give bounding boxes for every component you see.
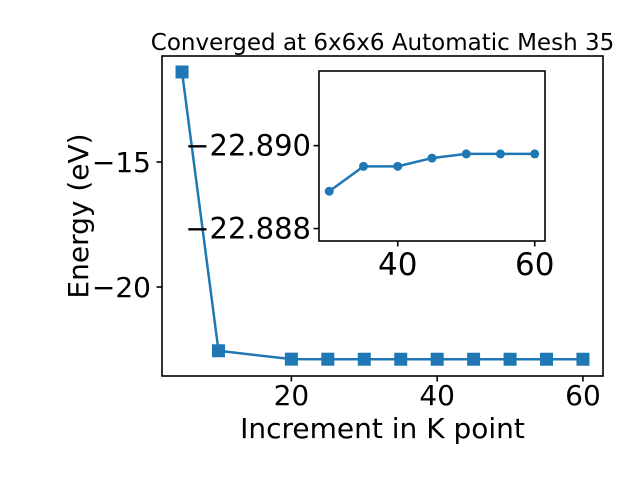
main-data-marker (467, 352, 481, 366)
main-data-marker (321, 352, 335, 366)
main-data-marker (430, 352, 444, 366)
inset-data-marker (461, 149, 471, 159)
inset-y-tick-label: −22.888 (185, 212, 311, 246)
inset-data-marker (427, 153, 437, 163)
main-data-marker (284, 352, 298, 366)
chart-generated-layer: 20 40 60 −15 −20 40 60 −22.890 −22.888 (92, 55, 604, 412)
main-y-tick-label: −15 (92, 146, 151, 179)
main-data-marker (211, 344, 225, 358)
inset-data-marker (495, 149, 505, 159)
inset-x-tick-label: 40 (378, 247, 417, 283)
inset-data-marker (359, 161, 369, 171)
main-data-marker (357, 352, 371, 366)
inset-data-marker (393, 161, 403, 171)
main-x-tick-label: 60 (565, 379, 601, 412)
plot-title: Converged at 6x6x6 Automatic Mesh 35 (151, 30, 614, 56)
main-y-tick-label: −20 (92, 271, 151, 304)
y-axis-label: Energy (eV) (62, 133, 95, 298)
x-axis-label: Increment in K point (240, 412, 525, 445)
main-data-marker (576, 352, 590, 366)
main-x-tick-label: 20 (274, 379, 310, 412)
main-data-marker (503, 352, 517, 366)
main-data-marker (175, 65, 189, 79)
main-data-marker (540, 352, 554, 366)
main-x-tick-label: 40 (419, 379, 455, 412)
inset-data-marker (324, 186, 334, 196)
inset-y-tick-label: −22.890 (185, 129, 311, 163)
main-data-marker (394, 352, 408, 366)
inset-x-tick-label: 60 (515, 247, 554, 283)
inset-data-marker (530, 149, 540, 159)
